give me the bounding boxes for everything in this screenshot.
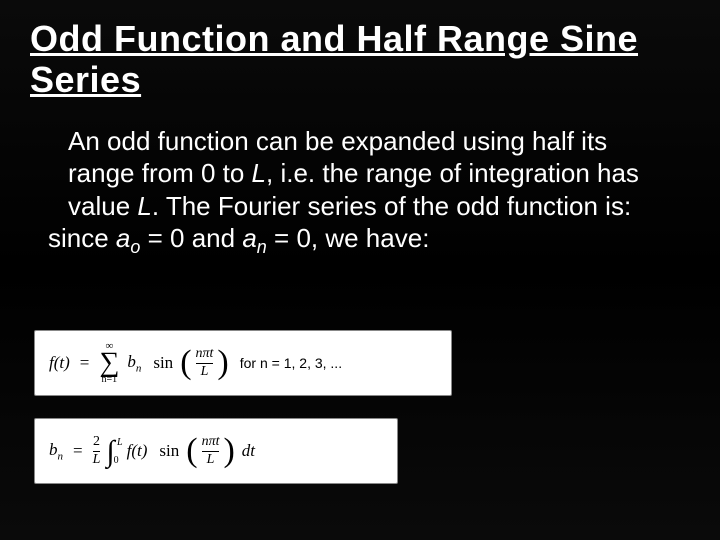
slide-container: Odd Function and Half Range Sine Series … — [0, 0, 720, 540]
body-paragraph-2: since ao = 0 and an = 0, we have: — [48, 222, 690, 259]
para2-ao: a — [116, 223, 130, 253]
int-lower: 0 — [114, 455, 119, 466]
para1-part3: . The Fourier series of the odd function… — [152, 191, 631, 221]
rparen-icon: ) — [217, 344, 228, 382]
f1-fraction: nπt L — [196, 347, 214, 379]
para2-an: a — [242, 223, 256, 253]
equals-icon: = — [80, 353, 90, 373]
para2-c: = 0, we have: — [267, 223, 430, 253]
f2-f2-den: L — [202, 451, 220, 468]
integral-symbol: ∫ L 0 — [106, 441, 114, 462]
para1-L: L — [252, 158, 266, 188]
para2-an-sub: n — [257, 237, 267, 257]
f2-bn: bn — [49, 440, 63, 462]
f2-f1-den: L — [93, 451, 101, 468]
formula-coefficient: bn = 2 L ∫ L 0 f(t) sin ( nπt L ) dt — [34, 418, 398, 484]
para2-b: = 0 and — [140, 223, 242, 253]
lparen-icon: ( — [180, 344, 191, 382]
slide-title: Odd Function and Half Range Sine Series — [30, 18, 690, 101]
f2-dt: dt — [242, 441, 255, 461]
f2-ft: f(t) — [127, 441, 148, 461]
int-upper: L — [117, 437, 123, 448]
lparen2-icon: ( — [186, 432, 197, 470]
para2-ao-sub: o — [130, 237, 140, 257]
f2-fraction2: nπt L — [202, 435, 220, 467]
f2-f1-num: 2 — [93, 435, 100, 451]
formula-series: f(t) = ∞ ∑ n=1 bn sin ( nπt L ) for n = … — [34, 330, 452, 396]
f1-sin: sin — [153, 353, 173, 373]
f2-bn-b: b — [49, 440, 58, 459]
f2-f2-num: nπt — [202, 435, 220, 451]
summation-symbol: ∞ ∑ n=1 — [99, 341, 119, 384]
f1-num: nπt — [196, 347, 214, 363]
f1-bn: bn — [127, 352, 141, 374]
body-paragraph-1: An odd function can be expanded using ha… — [68, 125, 662, 223]
f1-den: L — [196, 363, 214, 380]
f1-for-text: for n = 1, 2, 3, ... — [240, 355, 342, 371]
f2-bn-sub: n — [58, 450, 64, 462]
f1-lhs: f(t) — [49, 353, 70, 373]
para2-a: since — [48, 223, 116, 253]
sigma-icon: ∑ — [99, 352, 119, 374]
para1-L2: L — [137, 191, 151, 221]
sum-lower: n=1 — [102, 375, 118, 385]
rparen2-icon: ) — [223, 432, 234, 470]
f2-fraction1: 2 L — [93, 435, 101, 467]
f2-sin: sin — [159, 441, 179, 461]
f1-bn-sub: n — [136, 362, 142, 374]
f1-bn-b: b — [127, 352, 136, 371]
equals2-icon: = — [73, 441, 83, 461]
